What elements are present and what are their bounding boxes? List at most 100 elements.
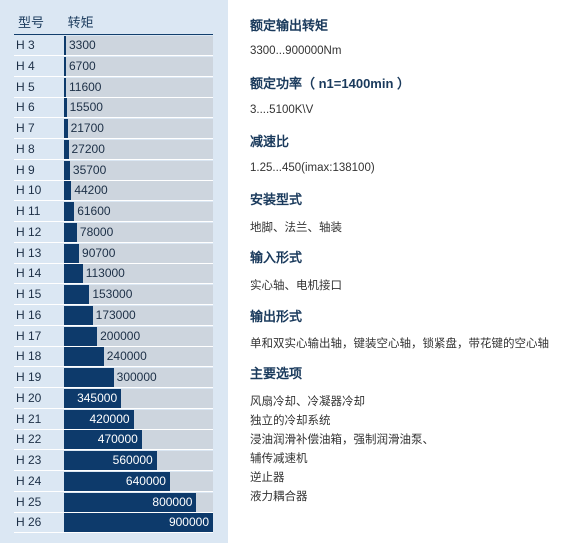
torque-bar	[64, 56, 66, 76]
spec-value: 辅传减速机	[250, 453, 308, 465]
torque-value-label: 15500	[69, 100, 103, 115]
torque-value-label: 560000	[112, 453, 153, 467]
spec-value: 浸油润滑补偿油箱，强制润滑油泵、	[250, 434, 434, 446]
torque-bar	[64, 222, 77, 242]
torque-value-label: 44200	[74, 183, 108, 198]
torque-value-label: 200000	[100, 328, 141, 343]
torque-value-label: 420000	[89, 411, 130, 426]
row-divider	[14, 511, 213, 513]
row-divider	[14, 304, 213, 306]
table-row: H 20 345000	[14, 388, 213, 409]
model-label: H 15	[16, 287, 42, 301]
model-label: H 7	[16, 121, 35, 135]
row-divider	[14, 55, 213, 57]
spec-value: 1.25...450(imax:138100)	[250, 162, 375, 174]
bar-track: 113000	[64, 264, 213, 284]
torque-bar	[64, 243, 80, 263]
table-row: H 3 3300	[14, 36, 213, 57]
model-label: H 21	[16, 411, 42, 426]
model-label: H 19	[16, 370, 42, 384]
torque-value-label: 3300	[69, 38, 96, 52]
row-divider	[14, 324, 213, 326]
spec-title: 安装型式	[250, 192, 303, 207]
table-row: H 4 6700	[14, 56, 213, 77]
row-divider	[14, 179, 213, 181]
bar-track: 900000	[64, 513, 213, 533]
spec-value: 实心轴、电机接口	[250, 280, 342, 292]
torque-bar	[64, 264, 83, 284]
torque-value-label: 6700	[69, 58, 96, 73]
bar-track: 200000	[64, 326, 213, 346]
bar-track: 6700	[64, 56, 213, 76]
row-divider	[14, 387, 213, 389]
chart-header: 型号 转矩	[18, 12, 94, 31]
spec-value: 独立的冷却系统	[250, 415, 331, 427]
row-divider	[14, 366, 213, 368]
model-label: H 17	[16, 328, 42, 343]
torque-value-label: 640000	[125, 473, 166, 488]
table-row: H 18 240000	[14, 347, 213, 368]
torque-value-label: 345000	[77, 390, 118, 405]
bar-track: 300000	[64, 368, 213, 387]
bar-track: 35700	[64, 160, 213, 180]
torque-bar	[64, 139, 69, 159]
table-row: H 10 44200	[14, 181, 213, 202]
model-label: H 9	[16, 162, 35, 177]
row-divider	[14, 138, 213, 140]
spec-title: 额定输出转矩	[250, 18, 329, 33]
bar-track: 90700	[64, 243, 213, 263]
table-row: H 5 11600	[14, 77, 213, 98]
header-divider	[14, 34, 213, 35]
row-divider	[14, 283, 213, 285]
row-divider	[14, 407, 213, 409]
table-row: H 24 640000	[14, 471, 213, 492]
row-divider	[14, 490, 213, 492]
bar-track: 15500	[64, 98, 213, 118]
model-label: H 20	[16, 390, 42, 405]
spec-title: 主要选项	[250, 366, 303, 381]
torque-bar	[64, 305, 93, 325]
torque-value-label: 173000	[95, 307, 136, 322]
bar-track: 345000	[64, 388, 213, 408]
bar-track: 3300	[64, 36, 213, 55]
torque-bar	[64, 430, 142, 450]
spec-value: 地脚、法兰、轴装	[250, 222, 342, 234]
row-divider	[14, 221, 213, 223]
table-row: H 23 560000	[14, 451, 213, 472]
torque-value-label: 61600	[77, 204, 111, 218]
row-divider	[14, 96, 213, 98]
spec-value: 3....5100K\V	[250, 104, 314, 116]
spec-value: 3300...900000Nm	[250, 45, 342, 57]
spec-title: 减速比	[250, 134, 290, 149]
model-label: H 3	[16, 38, 35, 52]
table-row: H 21 420000	[14, 409, 213, 430]
bar-track: 640000	[64, 471, 213, 491]
row-divider	[14, 200, 213, 202]
bar-track: 800000	[64, 492, 213, 512]
model-label: H 6	[16, 100, 35, 115]
model-label: H 18	[16, 349, 42, 364]
model-label: H 26	[16, 515, 42, 530]
spec-value: 逆止器	[250, 472, 285, 484]
torque-value-label: 300000	[116, 370, 157, 384]
torque-bar	[64, 388, 122, 408]
model-label: H 5	[16, 79, 35, 94]
bar-track: 153000	[64, 285, 213, 304]
torque-value-label: 78000	[79, 224, 114, 239]
spec-value: 风扇冷却、冷凝器冷却	[250, 396, 365, 408]
torque-bar	[64, 160, 70, 180]
torque-bar	[64, 285, 90, 304]
bar-track: 560000	[64, 451, 213, 470]
table-row: H 25 800000	[14, 492, 213, 513]
row-divider	[14, 449, 213, 451]
torque-bar	[64, 119, 68, 138]
torque-value-label: 21700	[70, 121, 104, 135]
torque-bar	[64, 326, 98, 346]
spec-value: 单和双实心输出轴，键装空心轴，锁紧盘，带花键的空心轴	[250, 338, 549, 350]
torque-value-label: 113000	[85, 266, 125, 281]
model-label: H 4	[16, 58, 35, 73]
row-divider	[14, 428, 213, 430]
table-row: H 17 200000	[14, 326, 213, 347]
table-row: H 14 113000	[14, 264, 213, 285]
row-divider	[14, 532, 213, 534]
